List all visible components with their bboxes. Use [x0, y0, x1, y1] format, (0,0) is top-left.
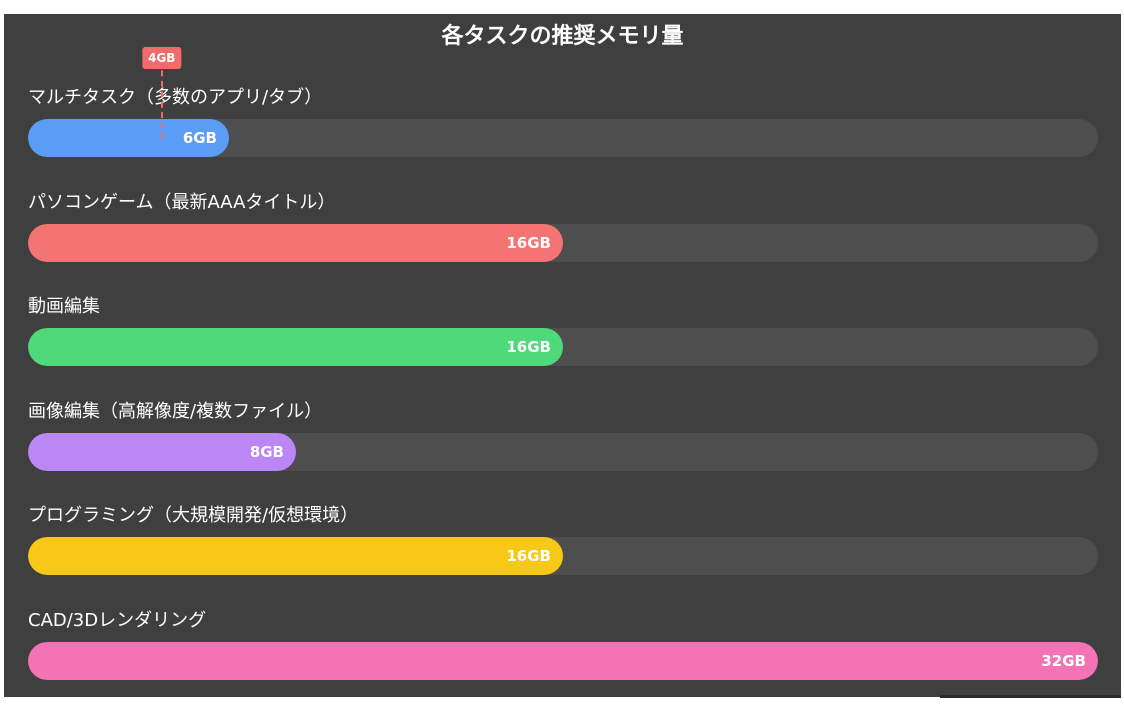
bar-track: 16GB — [28, 328, 1098, 367]
bar: 16GB — [28, 223, 563, 262]
category-label: プログラミング（大規模開発/仮想環境） — [28, 505, 359, 527]
category-label: パソコンゲーム（最新AAAタイトル） — [28, 191, 336, 213]
bar-value-label: 16GB — [506, 547, 551, 566]
bar-value-label: 8GB — [249, 442, 284, 461]
bar-track: 16GB — [28, 537, 1098, 576]
bar: 6GB — [28, 119, 229, 157]
bar-track: 6GB — [28, 119, 1098, 157]
bar: 16GB — [28, 328, 563, 367]
marker-badge: 4GB — [142, 47, 182, 69]
category-label: 動画編集 — [28, 296, 100, 318]
bar-value-label: 32GB — [1041, 652, 1086, 670]
bar-track: 8GB — [28, 432, 1098, 471]
chart-title: 各タスクの推奨メモリ量 — [441, 24, 684, 49]
chart-panel: 各タスクの推奨メモリ量 マルチタスク（多数のアプリ/タブ） 6GB パソコンゲーム（… — [4, 14, 1121, 697]
marker-line — [160, 60, 163, 139]
bar-track: 16GB — [28, 223, 1098, 262]
bar-value-label: 16GB — [506, 338, 551, 357]
bar: 8GB — [28, 432, 296, 471]
corner-strip — [940, 695, 1121, 698]
bar: 16GB — [28, 537, 563, 576]
bar-value-label: 6GB — [182, 129, 217, 147]
bar-value-label: 16GB — [506, 233, 551, 252]
category-label: マルチタスク（多数のアプリ/タブ） — [28, 87, 323, 108]
bar-track: 32GB — [28, 642, 1098, 680]
category-label: CAD/3Dレンダリング — [28, 610, 207, 631]
category-label: 画像編集（高解像度/複数ファイル） — [28, 400, 323, 422]
bar: 32GB — [28, 642, 1098, 680]
